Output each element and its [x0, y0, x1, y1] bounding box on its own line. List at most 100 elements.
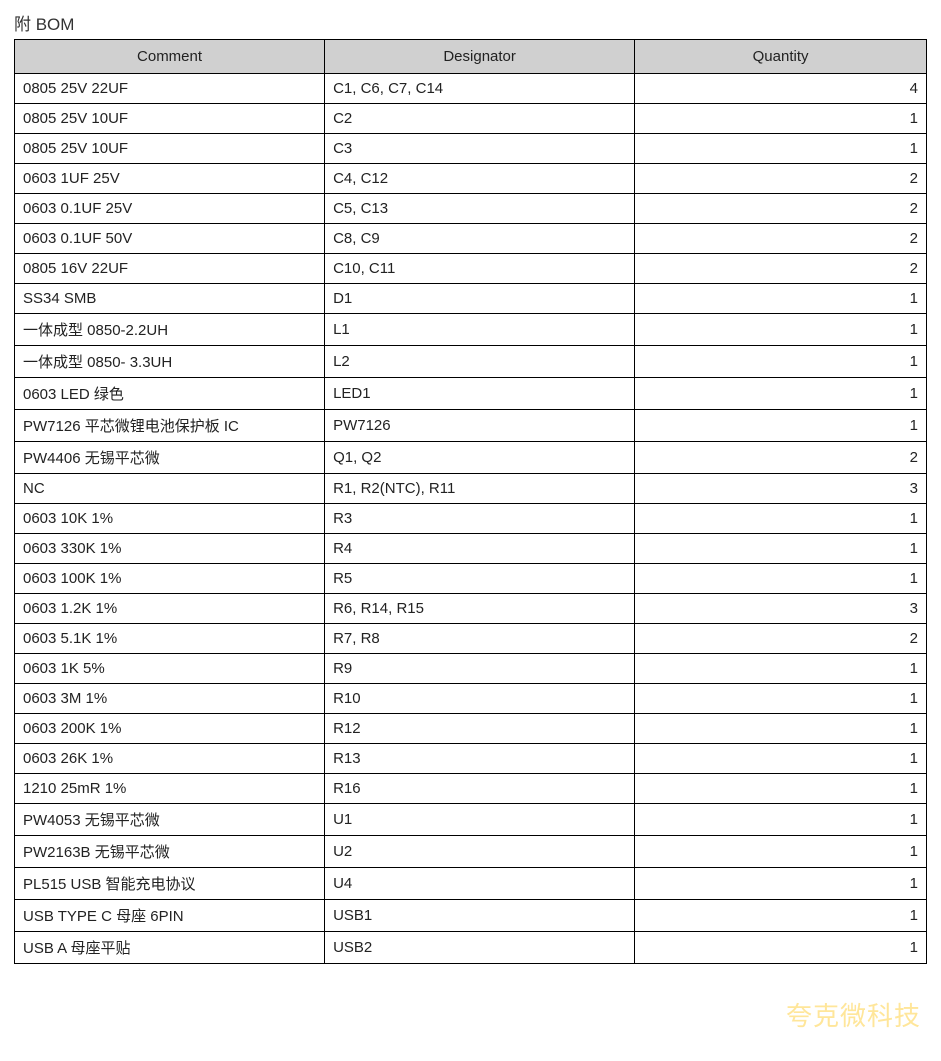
cell-designator: C4, C12	[325, 164, 635, 194]
cell-quantity: 3	[635, 594, 927, 624]
cell-comment: 0603 0.1UF 25V	[15, 194, 325, 224]
cell-comment: 0805 25V 10UF	[15, 104, 325, 134]
cell-quantity: 1	[635, 836, 927, 868]
cell-comment: 0603 26K 1%	[15, 744, 325, 774]
cell-comment: 一体成型 0850- 3.3UH	[15, 346, 325, 378]
table-row: USB A 母座平贴USB21	[15, 932, 927, 964]
cell-comment: 0603 1UF 25V	[15, 164, 325, 194]
cell-quantity: 2	[635, 254, 927, 284]
cell-quantity: 1	[635, 104, 927, 134]
cell-comment: SS34 SMB	[15, 284, 325, 314]
cell-designator: R12	[325, 714, 635, 744]
cell-comment: 一体成型 0850-2.2UH	[15, 314, 325, 346]
cell-designator: R16	[325, 774, 635, 804]
cell-comment: 0805 16V 22UF	[15, 254, 325, 284]
table-row: USB TYPE C 母座 6PINUSB11	[15, 900, 927, 932]
cell-quantity: 1	[635, 744, 927, 774]
cell-designator: L2	[325, 346, 635, 378]
cell-designator: U2	[325, 836, 635, 868]
cell-designator: R13	[325, 744, 635, 774]
table-row: 0805 16V 22UFC10, C112	[15, 254, 927, 284]
cell-designator: L1	[325, 314, 635, 346]
cell-comment: 0603 330K 1%	[15, 534, 325, 564]
cell-comment: 0603 3M 1%	[15, 684, 325, 714]
cell-quantity: 1	[635, 504, 927, 534]
table-row: PL515 USB 智能充电协议U41	[15, 868, 927, 900]
cell-designator: C5, C13	[325, 194, 635, 224]
cell-designator: LED1	[325, 378, 635, 410]
table-body: 0805 25V 22UFC1, C6, C7, C1440805 25V 10…	[15, 74, 927, 964]
cell-designator: R4	[325, 534, 635, 564]
cell-designator: Q1, Q2	[325, 442, 635, 474]
table-row: PW4406 无锡平芯微Q1, Q22	[15, 442, 927, 474]
table-row: 0805 25V 10UFC21	[15, 104, 927, 134]
cell-quantity: 1	[635, 714, 927, 744]
cell-quantity: 1	[635, 564, 927, 594]
table-row: 0603 0.1UF 25VC5, C132	[15, 194, 927, 224]
cell-comment: 0603 100K 1%	[15, 564, 325, 594]
cell-designator: R9	[325, 654, 635, 684]
cell-quantity: 1	[635, 378, 927, 410]
cell-designator: R3	[325, 504, 635, 534]
page-title: 附 BOM	[14, 10, 927, 35]
cell-quantity: 4	[635, 74, 927, 104]
table-row: 1210 25mR 1%R161	[15, 774, 927, 804]
cell-designator: C1, C6, C7, C14	[325, 74, 635, 104]
cell-quantity: 1	[635, 534, 927, 564]
cell-designator: R10	[325, 684, 635, 714]
table-row: 0603 100K 1%R51	[15, 564, 927, 594]
table-row: 0603 1UF 25VC4, C122	[15, 164, 927, 194]
table-row: 一体成型 0850- 3.3UHL21	[15, 346, 927, 378]
col-header-comment: Comment	[15, 40, 325, 74]
col-header-quantity: Quantity	[635, 40, 927, 74]
cell-comment: USB A 母座平贴	[15, 932, 325, 964]
cell-designator: C3	[325, 134, 635, 164]
cell-quantity: 2	[635, 624, 927, 654]
cell-designator: C8, C9	[325, 224, 635, 254]
cell-quantity: 1	[635, 314, 927, 346]
cell-designator: R7, R8	[325, 624, 635, 654]
cell-designator: R1, R2(NTC), R11	[325, 474, 635, 504]
cell-quantity: 2	[635, 224, 927, 254]
cell-comment: 0603 5.1K 1%	[15, 624, 325, 654]
cell-comment: NC	[15, 474, 325, 504]
cell-comment: 0603 200K 1%	[15, 714, 325, 744]
cell-designator: R6, R14, R15	[325, 594, 635, 624]
cell-quantity: 1	[635, 868, 927, 900]
cell-designator: U4	[325, 868, 635, 900]
cell-quantity: 1	[635, 410, 927, 442]
cell-quantity: 1	[635, 654, 927, 684]
cell-designator: USB2	[325, 932, 635, 964]
cell-designator: C2	[325, 104, 635, 134]
table-row: 0603 3M 1%R101	[15, 684, 927, 714]
table-row: 0603 0.1UF 50VC8, C92	[15, 224, 927, 254]
cell-quantity: 2	[635, 194, 927, 224]
cell-designator: D1	[325, 284, 635, 314]
cell-designator: USB1	[325, 900, 635, 932]
cell-quantity: 2	[635, 164, 927, 194]
cell-comment: 1210 25mR 1%	[15, 774, 325, 804]
table-row: 0603 26K 1%R131	[15, 744, 927, 774]
table-row: NCR1, R2(NTC), R113	[15, 474, 927, 504]
cell-designator: R5	[325, 564, 635, 594]
cell-quantity: 1	[635, 684, 927, 714]
cell-comment: PW4406 无锡平芯微	[15, 442, 325, 474]
table-row: 0603 1.2K 1%R6, R14, R153	[15, 594, 927, 624]
table-row: PW4053 无锡平芯微U11	[15, 804, 927, 836]
cell-quantity: 1	[635, 134, 927, 164]
cell-comment: 0603 1.2K 1%	[15, 594, 325, 624]
cell-quantity: 1	[635, 284, 927, 314]
cell-comment: 0603 0.1UF 50V	[15, 224, 325, 254]
table-row: PW7126 平芯微锂电池保护板 ICPW71261	[15, 410, 927, 442]
cell-comment: 0805 25V 10UF	[15, 134, 325, 164]
cell-quantity: 1	[635, 774, 927, 804]
cell-designator: U1	[325, 804, 635, 836]
table-header-row: Comment Designator Quantity	[15, 40, 927, 74]
cell-comment: 0603 LED 绿色	[15, 378, 325, 410]
cell-comment: 0603 10K 1%	[15, 504, 325, 534]
cell-quantity: 1	[635, 804, 927, 836]
col-header-designator: Designator	[325, 40, 635, 74]
table-row: 0603 5.1K 1%R7, R82	[15, 624, 927, 654]
cell-comment: 0805 25V 22UF	[15, 74, 325, 104]
cell-comment: PW7126 平芯微锂电池保护板 IC	[15, 410, 325, 442]
